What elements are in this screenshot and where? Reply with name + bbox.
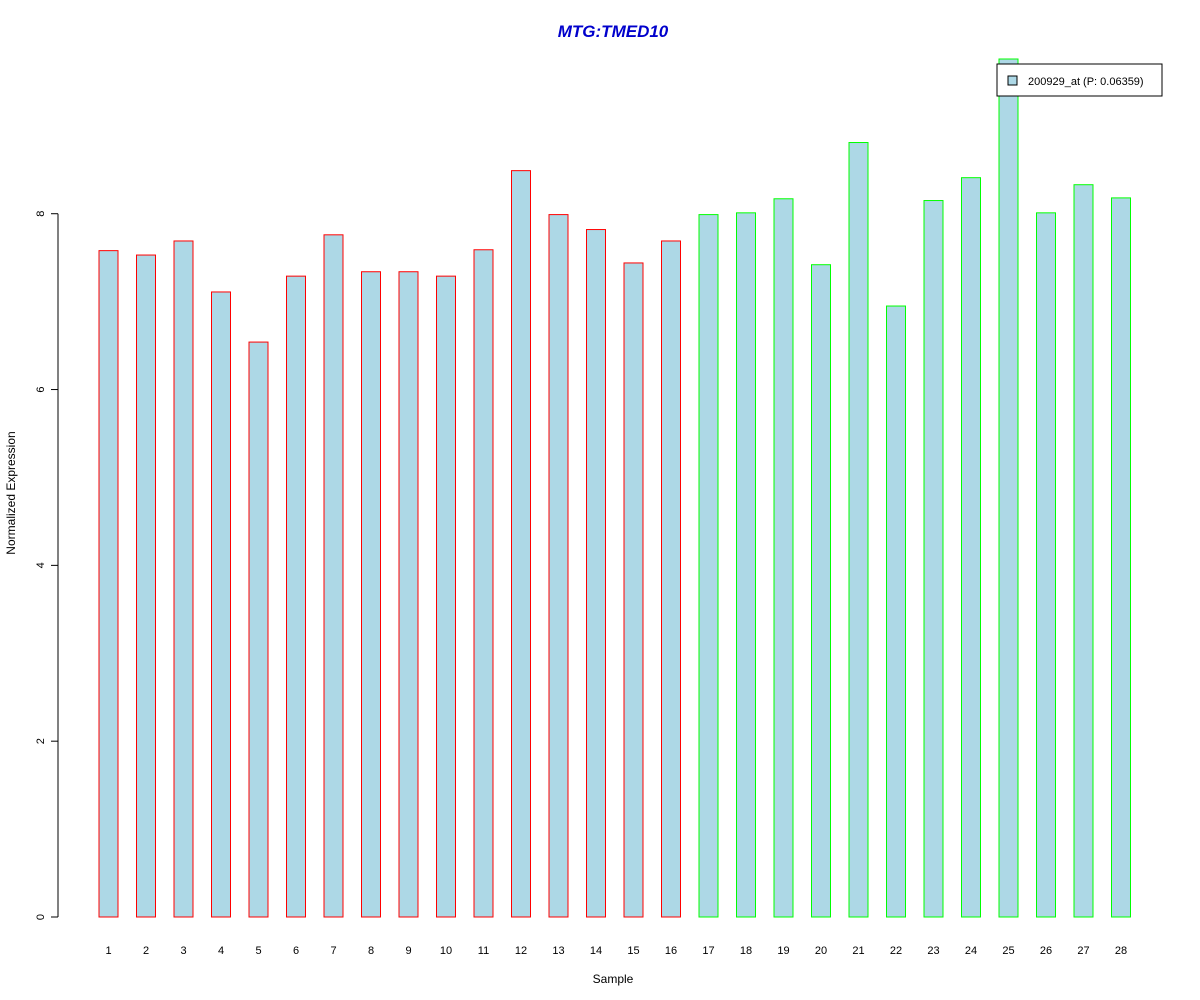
legend-box [996,63,1163,97]
bar [811,264,831,918]
x-tick-label: 2 [143,945,149,957]
bar [361,271,381,918]
y-tick-label: 2 [35,738,47,744]
y-axis: 0 2 4 6 8 [35,211,59,920]
chart-title: MTG:TMED10 [558,22,669,41]
legend-label: 200929_at (P: 0.06359) [1028,76,1144,88]
bar [886,305,906,918]
x-tick-label: 28 [1115,945,1127,957]
bar [511,170,531,918]
bar [323,234,344,918]
x-tick-label: 18 [740,945,752,957]
x-tick-label: 16 [665,945,677,957]
x-axis-labels: 1 2 3 4 5 6 7 8 9 10 11 12 13 14 15 16 17 18 19 20 21 22 23 24 2… [105,945,1127,957]
bar [1111,197,1131,918]
bar [286,275,306,918]
bar [623,262,644,918]
bars [98,58,1131,918]
y-tick-label: 4 [35,562,47,568]
y-tick-label: 0 [35,914,47,920]
x-tick-label: 13 [552,945,564,957]
bar [923,200,944,918]
bar [773,198,794,918]
bar [736,212,756,918]
bar [586,229,606,918]
bar [961,177,981,918]
x-tick-label: 27 [1077,945,1089,957]
x-tick-label: 22 [890,945,902,957]
y-tick-label: 8 [35,211,47,217]
x-tick-label: 3 [180,945,186,957]
x-tick-label: 17 [702,945,714,957]
bar [136,254,156,918]
x-tick-label: 7 [330,945,336,957]
bar [211,291,231,918]
bar [436,275,456,918]
x-tick-label: 9 [405,945,411,957]
x-tick-label: 20 [815,945,827,957]
x-tick-label: 19 [777,945,789,957]
x-axis-title: Sample [593,972,634,986]
bar [848,142,869,918]
bar [98,250,119,918]
y-tick-label: 6 [35,386,47,392]
bar [248,341,269,918]
x-tick-label: 4 [218,945,224,957]
x-tick-label: 25 [1002,945,1014,957]
x-tick-label: 10 [440,945,452,957]
x-tick-label: 24 [965,945,977,957]
bar [398,271,419,918]
legend-swatch [1007,75,1018,86]
x-tick-label: 5 [255,945,261,957]
bar [548,214,569,918]
x-tick-label: 1 [105,945,111,957]
bar [661,240,681,918]
x-tick-label: 11 [478,945,489,957]
x-tick-label: 26 [1040,945,1052,957]
bar [998,58,1019,918]
bar [1073,184,1094,918]
x-tick-label: 14 [590,945,602,957]
legend: 200929_at (P: 0.06359) [996,63,1163,97]
bar [173,240,194,918]
y-axis-title: Normalized Expression [4,431,18,554]
x-tick-label: 15 [627,945,639,957]
x-tick-label: 23 [927,945,939,957]
bar [473,249,494,918]
x-tick-label: 12 [515,945,527,957]
bar [698,214,719,918]
x-tick-label: 6 [293,945,299,957]
bar [1036,212,1056,918]
x-tick-label: 21 [852,945,864,957]
x-tick-label: 8 [368,945,374,957]
